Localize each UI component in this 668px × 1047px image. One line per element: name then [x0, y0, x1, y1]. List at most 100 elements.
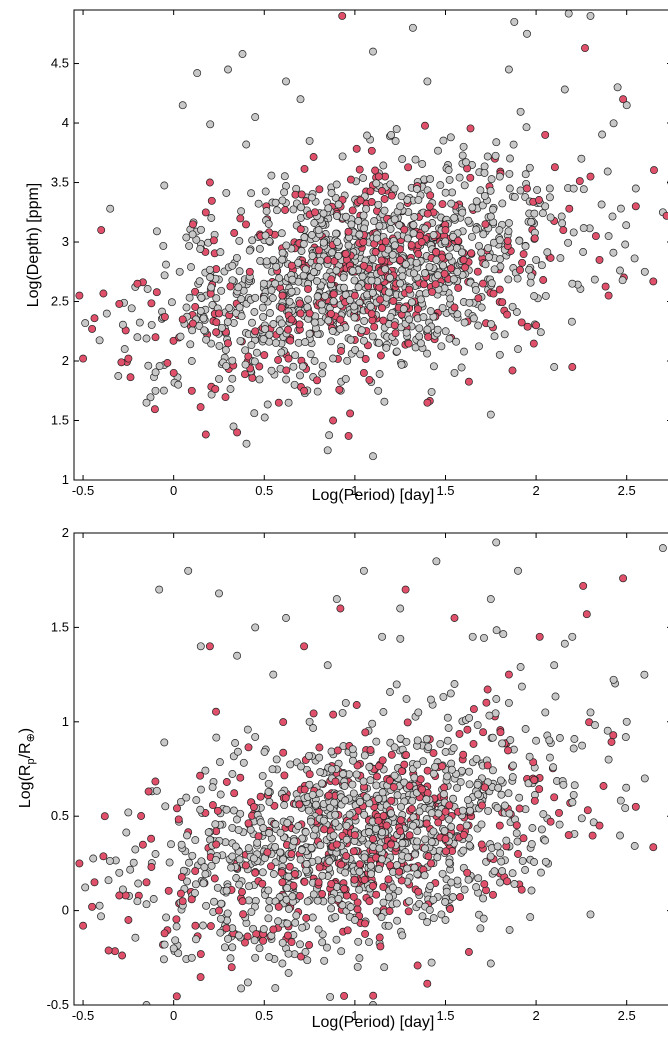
candidate-point [367, 146, 376, 155]
planet-point [447, 822, 456, 831]
planet-point [401, 260, 410, 269]
candidate-point [352, 144, 361, 153]
planet-point [318, 361, 327, 370]
planet-point [390, 241, 399, 250]
candidate-point [503, 310, 512, 319]
candidate-point [374, 172, 383, 181]
planet-point [182, 303, 191, 312]
planet-point [372, 781, 381, 790]
planet-point [419, 313, 428, 322]
planet-point [205, 265, 214, 274]
planet-point [439, 692, 448, 701]
planet-point [474, 874, 483, 883]
candidate-point [579, 581, 588, 590]
candidate-point [401, 585, 410, 594]
candidate-point [196, 950, 205, 959]
planet-point [255, 375, 264, 384]
planet-point [81, 883, 90, 892]
candidate-point [414, 887, 423, 896]
top-x-ticks: -0.5 0 0.5 1 1.5 2 2.5 [72, 10, 636, 498]
planet-point [486, 852, 495, 861]
planet-point [621, 733, 630, 742]
planet-point [259, 925, 268, 934]
candidate-point [88, 902, 97, 911]
planet-point [434, 146, 442, 155]
candidate-point [432, 248, 441, 257]
planet-point [256, 256, 265, 265]
candidate-point [191, 921, 200, 930]
planet-point [526, 913, 535, 922]
planet-point [441, 898, 450, 906]
planet-point [490, 332, 499, 341]
planet-point [506, 154, 514, 163]
planet-point [269, 870, 278, 878]
candidate-point [373, 772, 381, 781]
candidate-point [284, 354, 293, 363]
planet-point [247, 189, 256, 198]
bottom-y-ticks: -0.5 0 0.5 1 1.5 2 [47, 525, 668, 1012]
planet-point [283, 883, 292, 892]
planet-point [206, 120, 215, 129]
planet-point [426, 307, 435, 316]
candidate-point [278, 291, 287, 300]
top-y-ticks: 1 1.5 2 2.5 3 3.5 4 4.5 [51, 56, 668, 487]
candidate-point [461, 263, 469, 272]
planet-point [212, 733, 221, 742]
planet-point [224, 65, 232, 74]
planet-point [282, 77, 290, 86]
planet-point [297, 247, 306, 255]
planet-point [291, 918, 300, 927]
planet-point [235, 236, 244, 245]
planet-point [465, 780, 474, 789]
x-tick-label: 1 [351, 483, 358, 498]
planet-point [167, 298, 176, 307]
planet-point [609, 675, 618, 684]
planet-point [420, 269, 429, 278]
planet-point [313, 292, 322, 301]
planet-point [473, 780, 482, 789]
planet-point [226, 954, 235, 963]
x-tick-label: 2 [532, 1008, 539, 1023]
planet-point [259, 824, 268, 832]
bottom-points [75, 538, 667, 1005]
planet-point [329, 831, 338, 840]
candidate-point [387, 191, 396, 200]
candidate-point [396, 816, 405, 825]
planet-point [323, 943, 331, 952]
planet-point [403, 864, 412, 873]
planet-point [124, 808, 133, 817]
candidate-point [518, 258, 527, 267]
candidate-point [309, 153, 318, 161]
y-tick-label: 3.5 [51, 175, 69, 190]
planet-point [488, 766, 497, 775]
candidate-point [269, 925, 278, 934]
y-tick-label: 2 [62, 525, 69, 540]
planet-point [248, 236, 257, 245]
candidate-point [456, 823, 465, 832]
planet-point [465, 298, 474, 307]
planet-point [484, 244, 493, 253]
planet-point [159, 386, 168, 395]
planet-point [114, 372, 123, 380]
planet-point [410, 773, 419, 782]
planet-point [616, 266, 624, 275]
candidate-point [390, 321, 399, 330]
planet-point [89, 854, 98, 863]
planet-point [469, 314, 478, 323]
planet-point [423, 325, 432, 334]
planet-point [271, 984, 280, 993]
candidate-point [349, 847, 358, 856]
candidate-point [274, 356, 283, 364]
planet-point [262, 207, 271, 216]
candidate-point [459, 830, 468, 839]
planet-point [285, 297, 294, 306]
planet-point [191, 836, 200, 845]
candidate-point [371, 248, 380, 256]
planet-point [550, 661, 559, 670]
planet-point [105, 856, 114, 865]
candidate-point [372, 890, 381, 899]
candidate-point [489, 289, 498, 298]
candidate-point [649, 843, 658, 852]
planet-point [331, 818, 340, 827]
candidate-point [442, 847, 450, 856]
